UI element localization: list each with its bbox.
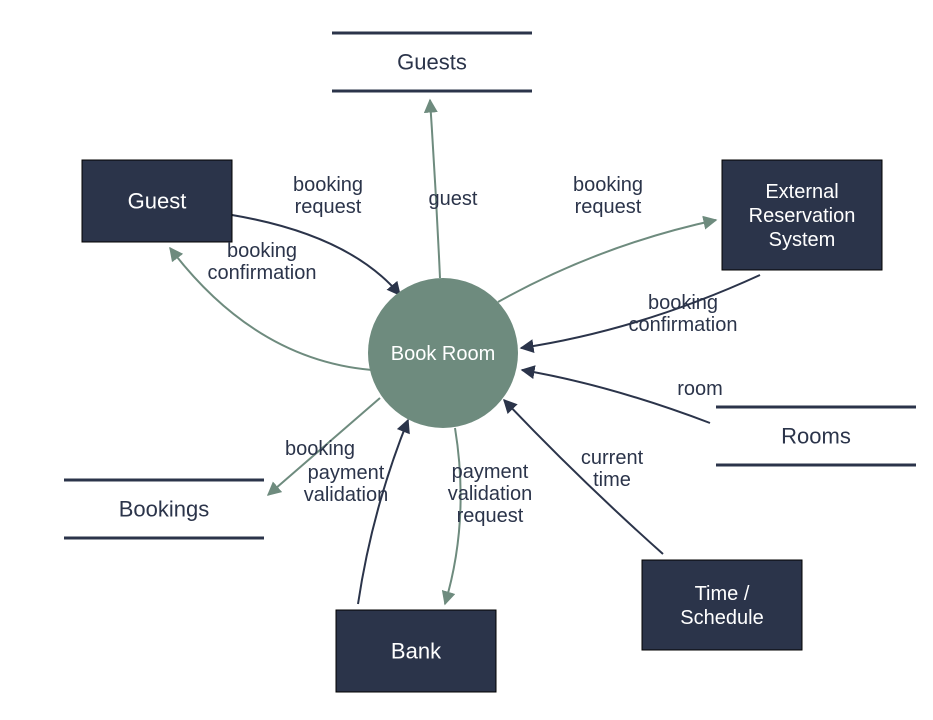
entity-guest: Guest	[82, 160, 232, 242]
dfd-diagram: Guests Rooms Bookings Guest ExternalReserva…	[0, 0, 933, 720]
flow-label: payment	[452, 461, 529, 483]
flow-f-pay-val	[358, 420, 408, 604]
flow-f-booking-conf-ext	[521, 275, 760, 348]
flow-label: booking	[648, 292, 718, 314]
flow-label: validation	[304, 484, 389, 506]
process-label: Book Room	[391, 343, 496, 365]
entity-label: System	[769, 229, 836, 251]
flow-label: room	[677, 378, 723, 400]
flow-label: booking	[285, 438, 355, 460]
entity-label: Schedule	[680, 607, 763, 629]
flow-label: request	[295, 196, 362, 218]
flow-label: booking	[293, 174, 363, 196]
datastore-label: Bookings	[119, 497, 210, 522]
entity-label: Time /	[695, 583, 750, 605]
flow-label: confirmation	[208, 262, 317, 284]
flow-label: booking	[227, 240, 297, 262]
flow-label: request	[575, 196, 642, 218]
entity-ext-res: ExternalReservationSystem	[722, 160, 882, 270]
entity-bank: Bank	[336, 610, 496, 692]
flow-label: time	[593, 469, 631, 491]
entity-time-sched: Time /Schedule	[642, 560, 802, 650]
flow-label: booking	[573, 174, 643, 196]
datastore-bookings-store: Bookings	[64, 480, 264, 538]
datastore-label: Rooms	[781, 424, 851, 449]
datastore-guests-store: Guests	[332, 33, 532, 91]
flow-label: payment	[308, 462, 385, 484]
process-layer: Book Room	[368, 278, 518, 428]
flow-label: guest	[429, 188, 478, 210]
flow-label: request	[457, 505, 524, 527]
entity-label: Guest	[128, 189, 187, 214]
datastore-rooms-store: Rooms	[716, 407, 916, 465]
flow-f-booking-req-ext	[498, 220, 716, 302]
entity-label: Bank	[391, 639, 442, 664]
entities-layer: Guest ExternalReservationSystem Time /Sche…	[82, 160, 882, 692]
flow-label: validation	[448, 483, 533, 505]
flow-label: confirmation	[629, 314, 738, 336]
entity-label: External	[765, 181, 838, 203]
flow-label: current	[581, 447, 644, 469]
datastore-label: Guests	[397, 50, 467, 75]
entity-label: Reservation	[749, 205, 856, 227]
